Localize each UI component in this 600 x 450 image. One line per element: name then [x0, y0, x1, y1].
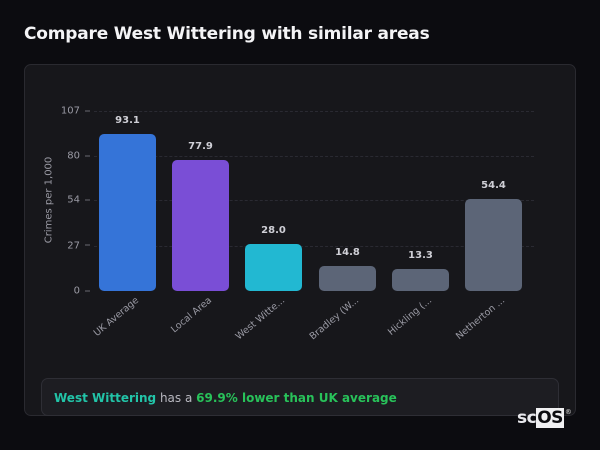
gridline	[94, 111, 534, 112]
bar-3[interactable]	[319, 266, 376, 291]
page-title: Compare West Wittering with similar area…	[24, 24, 430, 44]
comparison-summary: West Wittering has a 69.9% lower than UK…	[41, 378, 559, 416]
bar-value-label: 13.3	[408, 249, 433, 261]
bar-1[interactable]	[172, 159, 229, 291]
y-tick: 27	[40, 240, 92, 251]
bar-value-label: 28.0	[261, 224, 286, 236]
gridline	[94, 200, 534, 202]
summary-difference: 69.9% lower than UK average	[196, 391, 397, 405]
summary-place: West Wittering	[54, 391, 157, 405]
gridline	[94, 156, 534, 158]
summary-text: has a	[156, 391, 197, 405]
y-tick: 0	[40, 286, 92, 297]
y-tick: 80	[40, 151, 92, 162]
scos-logo: scOS ®	[517, 408, 572, 428]
bar-value-label: 93.1	[115, 115, 140, 127]
bar-value-label: 14.8	[335, 247, 360, 259]
bar-value-label: 77.9	[188, 140, 213, 152]
bar-value-label: 54.4	[481, 180, 506, 192]
gridline	[94, 245, 534, 247]
y-tick: 107	[40, 106, 92, 117]
bar-2[interactable]	[245, 243, 302, 291]
bar-0[interactable]	[99, 134, 156, 291]
y-tick: 54	[40, 195, 92, 206]
bar-5[interactable]	[465, 199, 522, 291]
bar-4[interactable]	[392, 268, 449, 291]
